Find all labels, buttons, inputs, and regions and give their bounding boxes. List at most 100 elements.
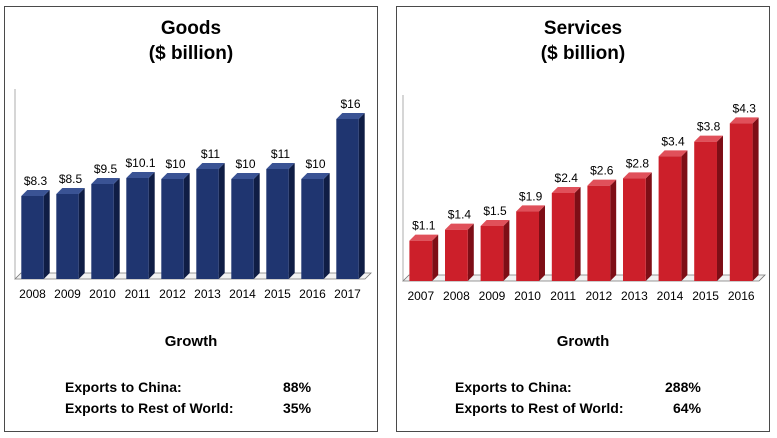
- services-bar-side: [467, 223, 474, 281]
- goods-bar-top: [161, 173, 190, 179]
- services-data-label: $3.4: [661, 134, 685, 148]
- services-data-label: $1.9: [519, 189, 543, 203]
- services-bar-chart: $1.1 2007 $1.4 2008 $1.5 2009 $1.9 2010 $2.4 2011…: [402, 95, 766, 303]
- services-data-label: $3.8: [697, 120, 721, 134]
- services-tick-label: 2015: [692, 289, 719, 303]
- goods-growth-heading: Growth: [164, 333, 218, 350]
- services-bar-top: [729, 117, 759, 124]
- goods-bar-front: [301, 179, 324, 279]
- goods-stat-china-label: Exports to China:: [65, 379, 182, 395]
- services-subtitle: ($ billion): [540, 43, 626, 64]
- goods-title: Goods: [160, 18, 222, 39]
- services-bar: [409, 234, 439, 281]
- goods-bar-side: [288, 163, 295, 279]
- goods-bar: [196, 163, 225, 279]
- services-data-label: $1.1: [412, 219, 436, 233]
- goods-bar: [266, 163, 295, 279]
- goods-stat-rest-value: 35%: [283, 400, 312, 416]
- goods-data-label: $11: [201, 147, 220, 161]
- goods-bar: [231, 173, 260, 279]
- services-tick-label: 2013: [621, 289, 648, 303]
- goods-bar-top: [301, 173, 330, 179]
- services-tick-label: 2007: [407, 289, 434, 303]
- services-data-label: $1.5: [483, 204, 507, 218]
- goods-data-label: $10: [165, 157, 185, 171]
- services-bar-side: [752, 117, 759, 281]
- services-bar-top: [409, 234, 439, 241]
- goods-tick-label: 2017: [334, 287, 361, 301]
- services-bar-side: [432, 234, 439, 281]
- services-bar-front: [409, 240, 433, 281]
- services-bar-side: [645, 172, 652, 281]
- goods-bar: [56, 188, 85, 279]
- goods-bar-front: [196, 169, 219, 279]
- services-bar: [445, 223, 474, 281]
- goods-bar: [126, 172, 155, 279]
- services-stat-rest-value: 64%: [673, 400, 702, 416]
- goods-data-label: $16: [340, 97, 360, 111]
- goods-bar-side: [218, 163, 225, 279]
- goods-bar: [161, 173, 190, 279]
- goods-data-label: $10: [305, 157, 325, 171]
- goods-data-label: $10: [235, 157, 255, 171]
- goods-bar-top: [196, 163, 225, 169]
- services-bar-side: [503, 220, 510, 281]
- goods-bar-top: [21, 190, 50, 196]
- services-bar: [658, 150, 688, 281]
- services-data-label: $2.6: [590, 164, 614, 178]
- goods-data-label: $8.3: [24, 174, 48, 188]
- services-data-label: $4.3: [733, 101, 757, 115]
- goods-bar: [301, 173, 330, 279]
- services-tick-label: 2011: [550, 289, 576, 303]
- goods-bar-front: [231, 179, 254, 279]
- goods-data-label: $10.1: [125, 156, 155, 170]
- services-stat-china-label: Exports to China:: [455, 379, 572, 395]
- goods-bar: [91, 178, 120, 279]
- services-title: Services: [543, 18, 623, 39]
- goods-bar-side: [113, 178, 120, 279]
- services-bar: [623, 172, 652, 281]
- goods-bar-chart: $8.3 2008 $8.5 2009 $9.5 2010 $10.1 2011 $10 2012…: [14, 89, 372, 301]
- services-bar-front: [480, 226, 504, 281]
- services-bar-front: [587, 185, 611, 281]
- goods-bar-top: [91, 178, 120, 184]
- goods-bar-side: [253, 173, 260, 279]
- services-bar-top: [551, 187, 581, 193]
- services-bar-top: [623, 172, 652, 179]
- services-bar-top: [694, 135, 723, 142]
- goods-data-label: $11: [271, 147, 290, 161]
- goods-tick-label: 2011: [125, 287, 151, 301]
- services-tick-label: 2009: [479, 289, 506, 303]
- services-bar: [729, 117, 759, 281]
- goods-stat-china-value: 88%: [283, 379, 312, 395]
- services-bar-front: [623, 178, 646, 281]
- goods-panel: Goods ($ billion) $8.3 2008 $8.5 2009 $9.5 20…: [4, 6, 378, 432]
- goods-bar-top: [231, 173, 260, 179]
- goods-tick-label: 2016: [299, 287, 326, 301]
- services-bar-side: [610, 179, 617, 281]
- services-growth-heading: Growth: [556, 333, 610, 350]
- services-tick-label: 2012: [585, 289, 612, 303]
- goods-bar-top: [126, 172, 155, 178]
- goods-bar-top: [266, 163, 295, 169]
- services-bar-top: [587, 179, 617, 186]
- services-bar: [551, 187, 581, 281]
- services-bar: [480, 220, 510, 281]
- goods-subtitle: ($ billion): [148, 43, 234, 64]
- goods-data-label: $8.5: [59, 172, 83, 186]
- services-bar-side: [716, 135, 723, 281]
- goods-bar-front: [266, 169, 289, 279]
- services-tick-label: 2014: [657, 289, 684, 303]
- services-panel: Services ($ billion) $1.1 2007 $1.4 2008 $1.…: [396, 6, 770, 432]
- goods-bar: [21, 190, 50, 279]
- goods-tick-label: 2013: [194, 287, 221, 301]
- services-bar-top: [516, 205, 545, 212]
- services-tick-label: 2016: [728, 289, 755, 303]
- services-bar-front: [516, 211, 539, 281]
- services-tick-label: 2010: [514, 289, 541, 303]
- goods-bar-front: [91, 184, 114, 279]
- services-bar-top: [445, 223, 474, 230]
- goods-tick-label: 2015: [264, 287, 291, 301]
- services-tick-label: 2008: [443, 289, 470, 303]
- goods-tick-label: 2012: [159, 287, 186, 301]
